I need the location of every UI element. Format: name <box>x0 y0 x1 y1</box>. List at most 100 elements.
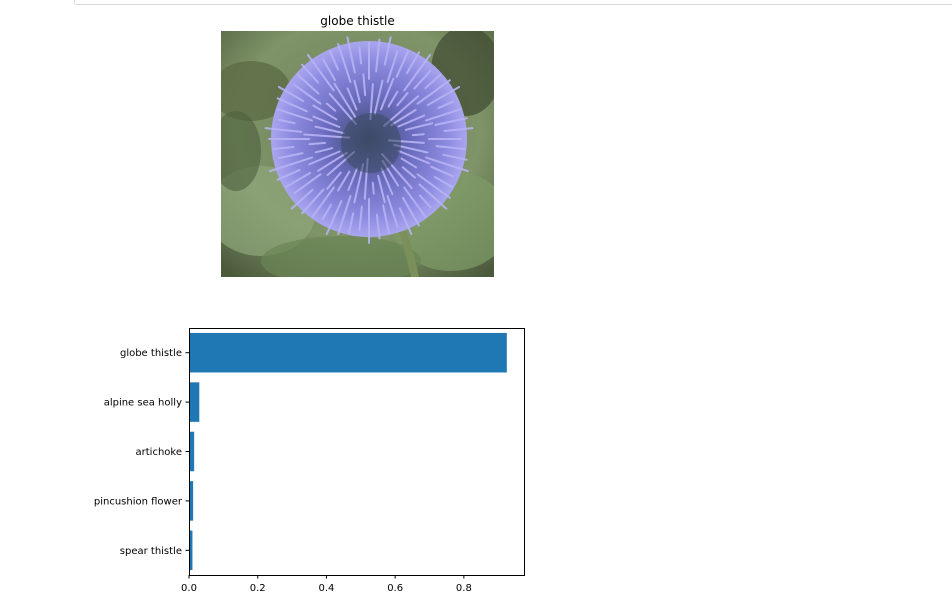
flower-spike <box>308 150 341 166</box>
ytick-label: alpine sea holly <box>104 398 182 409</box>
ytick-label: pincushion flower <box>94 496 183 507</box>
flower-spike <box>276 97 308 113</box>
flower-spike <box>377 174 386 204</box>
flower-spike <box>322 203 332 220</box>
flower-spike <box>272 145 295 151</box>
flower-spike <box>443 127 474 133</box>
flower-spike <box>411 133 425 137</box>
flower-spike <box>398 207 413 236</box>
bar-pincushion-flower <box>189 481 194 521</box>
flower-spike <box>293 173 322 195</box>
flower-spike <box>375 213 381 240</box>
flower-spike <box>397 149 431 165</box>
flower-spike <box>317 151 348 172</box>
flower-spike <box>296 73 320 95</box>
flower-spike <box>426 86 461 106</box>
flower-spike <box>325 200 343 236</box>
flower-spike <box>311 186 335 218</box>
flower-spike <box>328 50 340 71</box>
flower-spike <box>278 118 296 125</box>
flower-spike <box>308 141 327 146</box>
flower-spike <box>390 108 417 127</box>
flower-spike <box>269 156 313 173</box>
flower-spike <box>290 188 314 210</box>
flower-spike <box>353 79 361 104</box>
bar-spear-thistle <box>189 530 193 571</box>
flower-spike <box>416 173 451 199</box>
flower-spike <box>400 157 418 169</box>
flower-spike <box>346 87 358 111</box>
ytick-label: globe thistle <box>120 348 182 359</box>
flower-photo <box>221 31 494 277</box>
flower-spike <box>337 195 352 236</box>
flower-spike <box>347 167 359 191</box>
flower-spike <box>434 117 468 126</box>
flower-spike <box>403 186 427 218</box>
axes-frame <box>189 328 525 576</box>
flower-spike <box>371 181 375 195</box>
flower-spike <box>277 86 305 102</box>
flower-spike <box>418 194 432 209</box>
flower-spike <box>395 50 410 78</box>
flower-spike <box>425 108 462 122</box>
flower-spike <box>437 100 455 110</box>
flower-spike <box>276 108 313 122</box>
bar-artichoke <box>189 431 195 472</box>
flower-spike <box>306 53 335 92</box>
image-title: globe thistle <box>320 14 395 28</box>
flower-spike <box>379 77 395 111</box>
flower-spike <box>337 170 351 192</box>
flower-spike <box>303 133 351 139</box>
ytick-label: artichoke <box>136 447 182 458</box>
flower-spike <box>397 114 426 128</box>
flower-spike <box>402 196 420 227</box>
flower-spike <box>314 125 345 135</box>
flower-spike <box>301 188 325 215</box>
flower-spike <box>401 166 416 179</box>
flower-spike <box>301 63 320 84</box>
flower-spike <box>337 42 352 83</box>
flower-spike <box>442 153 468 161</box>
flower-spike <box>293 83 322 105</box>
flower-spike <box>403 53 432 92</box>
flower-spike <box>418 183 448 210</box>
flower-spike <box>276 168 301 181</box>
flower-spike <box>386 50 399 83</box>
flower-spike <box>386 195 399 228</box>
flower-spike <box>278 152 304 160</box>
flower-spike <box>264 127 303 133</box>
flower-spike <box>435 145 466 151</box>
flower-spike <box>382 204 390 234</box>
xtick-label: 0.6 <box>387 583 403 594</box>
xtick-label: 0.4 <box>318 583 334 594</box>
xtick-label: 0.0 <box>181 583 197 594</box>
notebook-cell-border <box>74 0 952 5</box>
flower-spike <box>387 90 399 108</box>
flower-spike <box>314 147 334 154</box>
flower-spike <box>346 36 356 74</box>
flower-spike <box>375 38 381 73</box>
flower-spike <box>358 46 363 65</box>
flower-spike <box>348 212 355 234</box>
flower-spike <box>328 92 357 125</box>
flower-spike <box>404 122 434 131</box>
flower-spike <box>430 165 455 178</box>
flower-spike <box>373 79 384 115</box>
flower-spike <box>362 73 367 97</box>
flower-spike <box>383 36 392 66</box>
flower-spike <box>322 58 336 82</box>
bar-alpine-sea-holly <box>189 382 200 422</box>
flower-spike <box>396 92 409 107</box>
flower-spike <box>406 51 420 75</box>
flower-spike <box>284 172 312 188</box>
bar-globe-thistle <box>189 332 507 373</box>
flower-spike <box>325 102 337 112</box>
flower-spike <box>433 176 454 188</box>
flower-spike <box>425 156 469 173</box>
xtick-label: 0.2 <box>250 583 266 594</box>
flower-spike <box>413 69 432 90</box>
xtick-label: 0.8 <box>456 583 472 594</box>
ytick-label: spear thistle <box>120 546 182 557</box>
flower-spike <box>424 73 442 90</box>
flower-spike <box>358 205 363 232</box>
